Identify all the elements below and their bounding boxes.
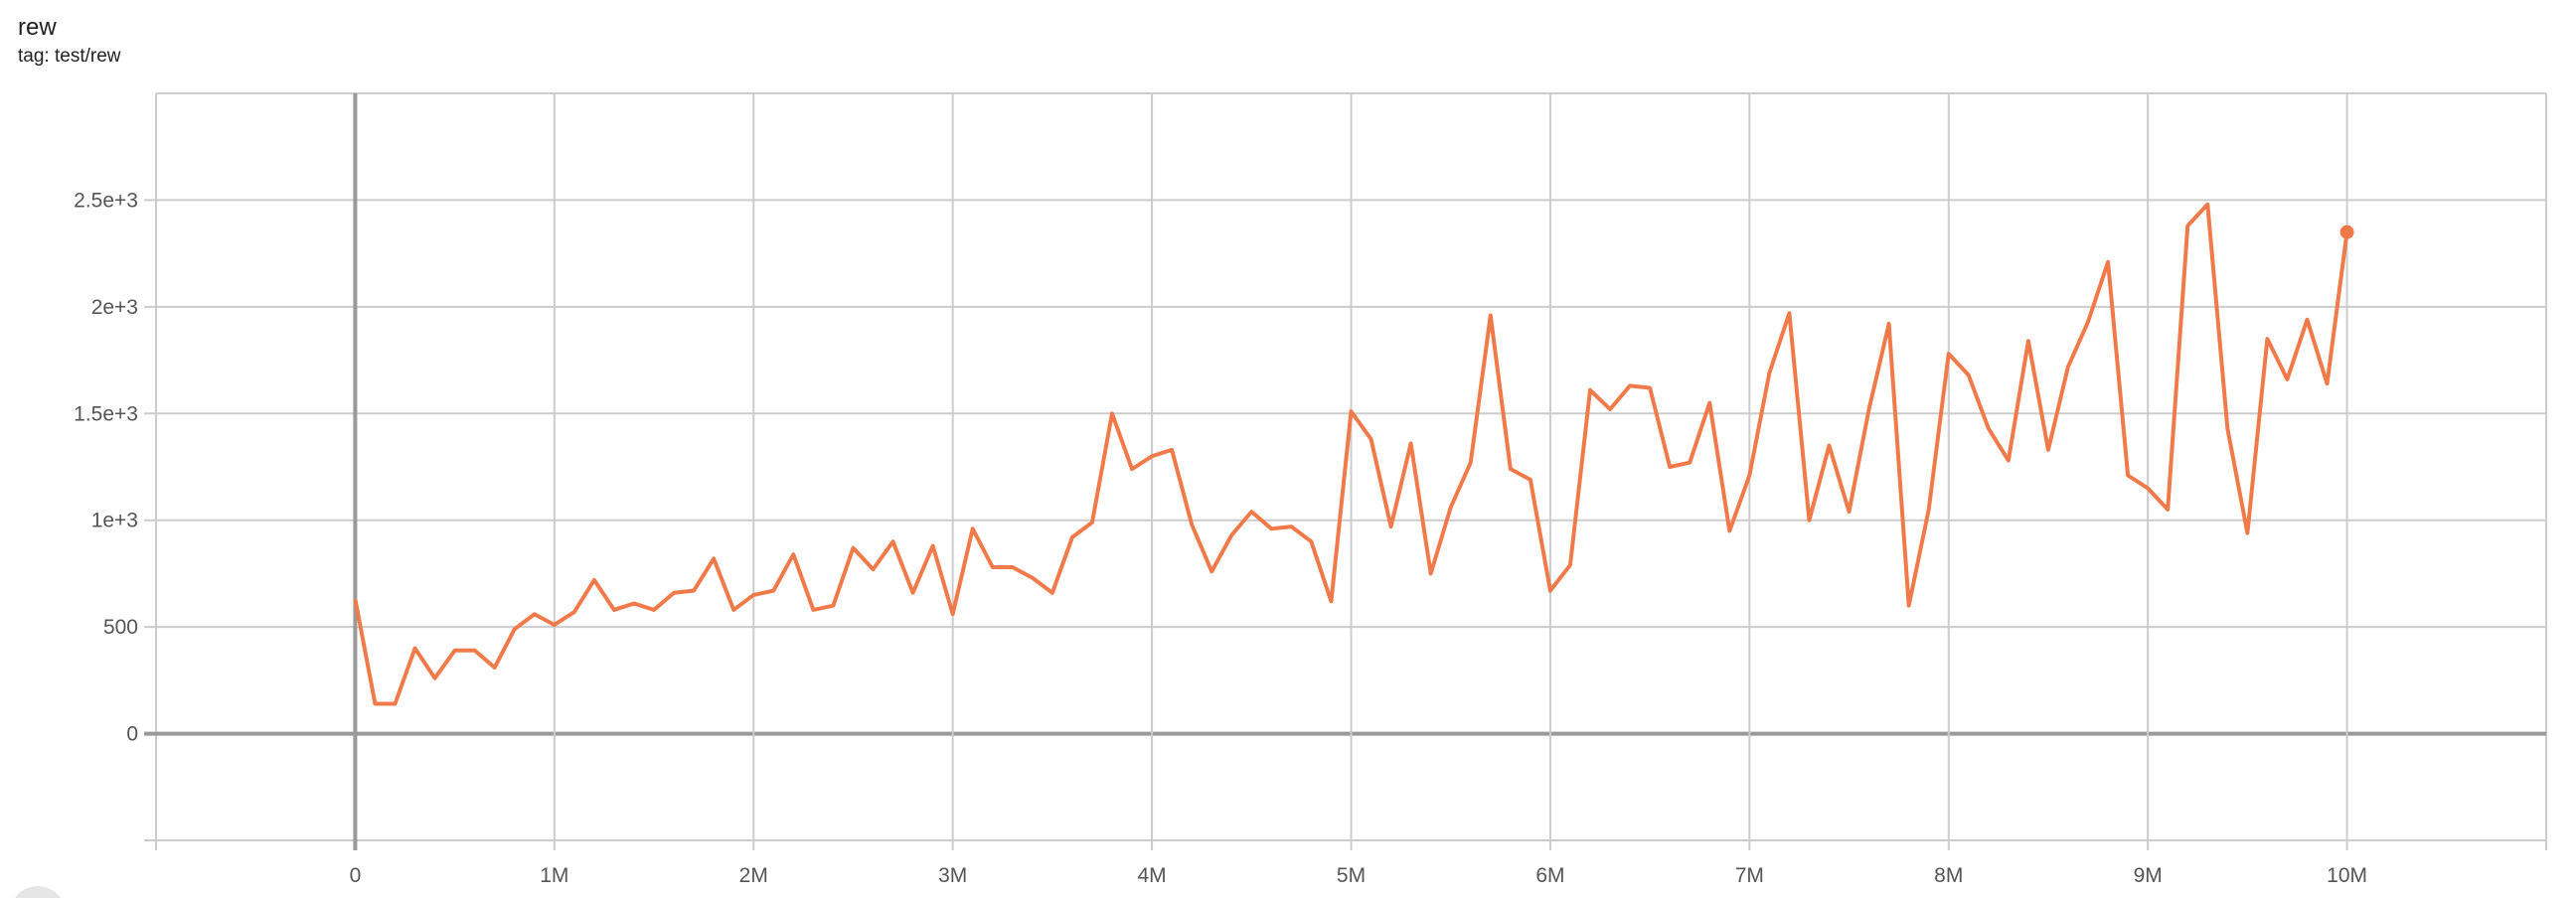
x-tick-label: 3M bbox=[938, 864, 967, 887]
y-tick-label: 2.5e+3 bbox=[74, 189, 138, 212]
y-tick-label: 0 bbox=[126, 723, 138, 746]
last-data-point bbox=[2339, 224, 2354, 239]
axes: 0 500 1e+3 1.5e+3 2e+3 2.5e+3 0 1M 2M 3M 4M 5M 6M 7M 8… bbox=[74, 189, 2367, 887]
x-tick-label: 0 bbox=[350, 864, 362, 887]
y-tick-label: 1.5e+3 bbox=[74, 402, 138, 425]
y-tick-label: 1e+3 bbox=[91, 510, 138, 532]
x-tick-label: 7M bbox=[1735, 864, 1764, 887]
series-line bbox=[353, 202, 2349, 706]
x-tick-label: 6M bbox=[1535, 864, 1564, 887]
partial-button-icon[interactable] bbox=[10, 886, 66, 898]
chart-title: rew bbox=[18, 14, 57, 41]
x-tick-label: 5M bbox=[1337, 864, 1366, 887]
x-tick-label: 4M bbox=[1137, 864, 1166, 887]
grid bbox=[144, 92, 2547, 850]
x-tick-label: 1M bbox=[540, 864, 568, 887]
y-tick-label: 2e+3 bbox=[91, 296, 138, 319]
x-tick-label: 2M bbox=[739, 864, 768, 887]
series bbox=[353, 202, 2354, 706]
y-tick-label: 500 bbox=[103, 616, 138, 639]
x-tick-label: 10M bbox=[2327, 864, 2367, 887]
x-tick-label: 9M bbox=[2134, 864, 2163, 887]
chart-subtitle: tag: test/rew bbox=[18, 46, 121, 67]
x-tick-label: 8M bbox=[1934, 864, 1963, 887]
